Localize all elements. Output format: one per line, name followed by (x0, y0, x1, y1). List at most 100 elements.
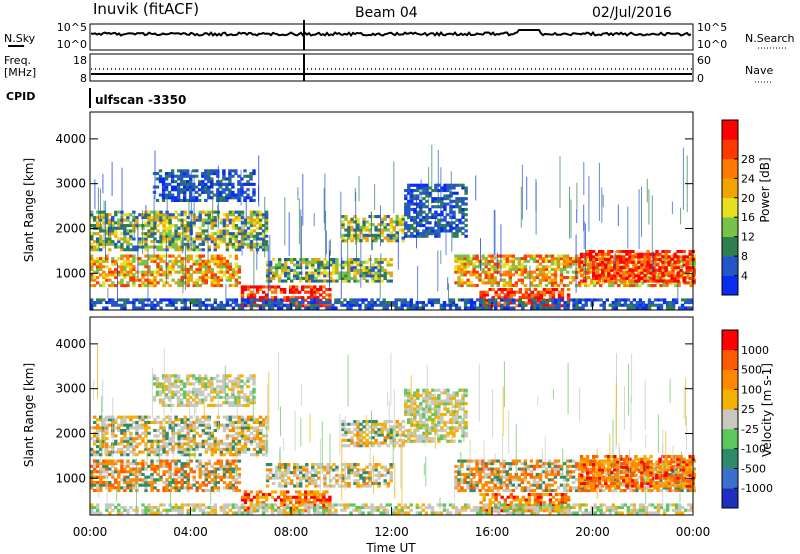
data-cell (144, 248, 148, 252)
data-cell (93, 462, 97, 466)
data-cell (222, 429, 227, 433)
data-cell (189, 401, 193, 405)
data-cell (150, 234, 154, 238)
data-cell (466, 257, 470, 261)
data-cell (231, 242, 236, 246)
data-cell (506, 290, 510, 294)
data-cell (506, 296, 510, 300)
data-cell (613, 276, 617, 280)
data-cell (350, 217, 354, 221)
data-cell (216, 439, 220, 443)
data-cell (123, 415, 127, 419)
data-cell (228, 188, 232, 192)
data-cell (676, 276, 680, 280)
data-cell (319, 301, 323, 305)
data-cell (592, 250, 596, 254)
data-cell (659, 254, 663, 258)
data-cell (195, 459, 199, 463)
data-cell (114, 303, 118, 307)
data-cell (362, 260, 366, 264)
data-cell (305, 260, 309, 264)
data-cell (335, 258, 339, 262)
data-cell (329, 276, 333, 280)
data-cell (283, 290, 287, 294)
data-cell (135, 257, 139, 261)
data-cell (371, 266, 375, 270)
data-cell (461, 215, 465, 219)
data-cell (195, 215, 199, 219)
data-cell (176, 188, 181, 192)
data-cell (383, 223, 387, 227)
data-cell (538, 257, 543, 261)
data-cell (544, 276, 549, 280)
data-cell (168, 270, 172, 274)
data-cell (135, 431, 139, 435)
data-cell (341, 260, 345, 264)
data-cell (168, 284, 172, 288)
data-cell (171, 240, 175, 244)
data-cell (186, 475, 190, 479)
data-cell (299, 279, 303, 283)
data-cell (374, 266, 378, 270)
data-cell (579, 255, 584, 259)
data-cell (132, 447, 136, 451)
data-cell (680, 303, 685, 307)
data-cell (550, 273, 555, 277)
data-cell (162, 481, 166, 485)
data-streak (165, 234, 167, 284)
data-cell (502, 265, 506, 269)
data-cell (563, 303, 567, 307)
data-cell (284, 274, 288, 278)
data-cell (192, 270, 196, 274)
data-cell (614, 303, 618, 307)
data-cell (386, 236, 390, 240)
data-cell (240, 288, 245, 292)
data-cell (329, 279, 333, 283)
data-cell (231, 276, 236, 280)
data-cell (240, 447, 245, 451)
data-cell (530, 293, 535, 297)
data-cell (464, 191, 468, 195)
data-cell (225, 447, 230, 451)
data-cell (556, 257, 561, 261)
data-cell (96, 210, 100, 214)
data-cell (210, 257, 214, 261)
data-cell (246, 288, 251, 292)
data-cell (186, 221, 190, 225)
data-cell (592, 266, 596, 270)
data-streak (652, 251, 654, 273)
data-cell (460, 278, 464, 282)
data-cell (667, 271, 671, 275)
data-cell (144, 242, 148, 246)
data-cell (195, 234, 199, 238)
data-cell (240, 188, 244, 192)
data-cell (164, 393, 169, 397)
data-cell (90, 262, 94, 266)
data-cell (138, 224, 142, 228)
data-cell (279, 290, 284, 294)
data-cell (656, 306, 661, 310)
data-cell (216, 229, 220, 233)
data-cell (231, 439, 236, 443)
data-streak (187, 239, 189, 250)
data-cell (171, 478, 175, 482)
data-cell (129, 278, 133, 282)
data-cell (452, 183, 456, 187)
data-cell (246, 296, 251, 300)
data-cell (210, 489, 214, 493)
data-cell (463, 262, 467, 266)
data-cell (649, 255, 653, 259)
data-cell (123, 265, 127, 269)
data-cell (204, 262, 208, 266)
data-cell (281, 263, 285, 267)
data-cell (174, 245, 178, 249)
data-cell (177, 489, 181, 493)
data-cell (129, 450, 133, 454)
data-cell (144, 434, 148, 438)
data-streak (267, 245, 269, 300)
data-cell (165, 229, 169, 233)
data-cell (380, 223, 384, 227)
data-cell (135, 221, 139, 225)
data-cell (192, 403, 196, 407)
data-cell (431, 215, 435, 219)
